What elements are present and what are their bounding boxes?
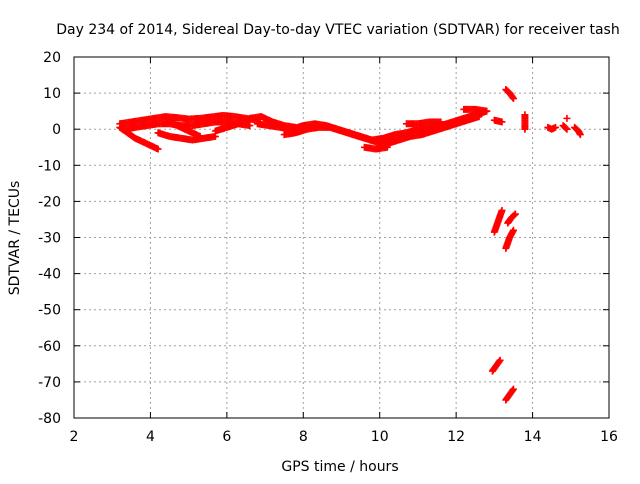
- y-tick-label: -70: [38, 375, 61, 391]
- data-point: [509, 226, 517, 234]
- x-tick-label: 2: [70, 429, 79, 445]
- chart-title: Day 234 of 2014, Sidereal Day-to-day VTE…: [56, 22, 619, 38]
- data-point: [511, 210, 519, 218]
- data-point: [246, 122, 254, 130]
- data-points: [116, 85, 584, 404]
- data-point: [552, 123, 559, 131]
- data-point: [383, 143, 391, 151]
- data-point: [521, 125, 529, 133]
- data-point: [562, 124, 570, 132]
- data-point: [154, 145, 162, 153]
- axis-ticks: 2 4 6 8 10 12 14 16 -80 -70 -60 -50 -40 -30 -20 -10 0 10 2…: [38, 50, 618, 445]
- y-tick-label: -20: [38, 194, 61, 210]
- y-tick-label: -80: [38, 411, 61, 427]
- y-tick-label: -30: [38, 231, 61, 247]
- x-tick-label: 4: [146, 429, 155, 445]
- data-point: [475, 113, 483, 121]
- y-tick-label: 10: [43, 86, 61, 102]
- data-point: [496, 356, 504, 364]
- x-tick-label: 8: [299, 429, 308, 445]
- y-tick-label: 20: [43, 50, 61, 66]
- x-tick-label: 12: [447, 429, 465, 445]
- y-tick-label: -50: [38, 303, 61, 319]
- y-tick-label: -60: [38, 339, 61, 355]
- y-tick-label: 0: [52, 122, 61, 138]
- data-point: [196, 132, 204, 140]
- x-tick-label: 6: [222, 429, 231, 445]
- x-tick-label: 16: [600, 429, 618, 445]
- data-point: [498, 118, 506, 126]
- x-tick-label: 14: [524, 429, 542, 445]
- plot-frame: [73, 56, 610, 419]
- x-axis-label: GPS time / hours: [281, 459, 398, 475]
- y-tick-label: -10: [38, 158, 61, 174]
- data-point: [437, 118, 445, 126]
- data-point: [498, 206, 506, 214]
- data-point: [563, 125, 571, 133]
- data-point: [509, 385, 517, 393]
- data-point: [509, 95, 517, 103]
- data-point: [510, 211, 518, 219]
- x-tick-label: 10: [371, 429, 389, 445]
- y-axis-label: SDTVAR / TECUs: [7, 181, 23, 296]
- data-point: [563, 114, 571, 122]
- data-point: [576, 131, 584, 139]
- y-tick-label: -40: [38, 267, 61, 283]
- grid-lines: [74, 57, 609, 418]
- data-point: [483, 107, 491, 115]
